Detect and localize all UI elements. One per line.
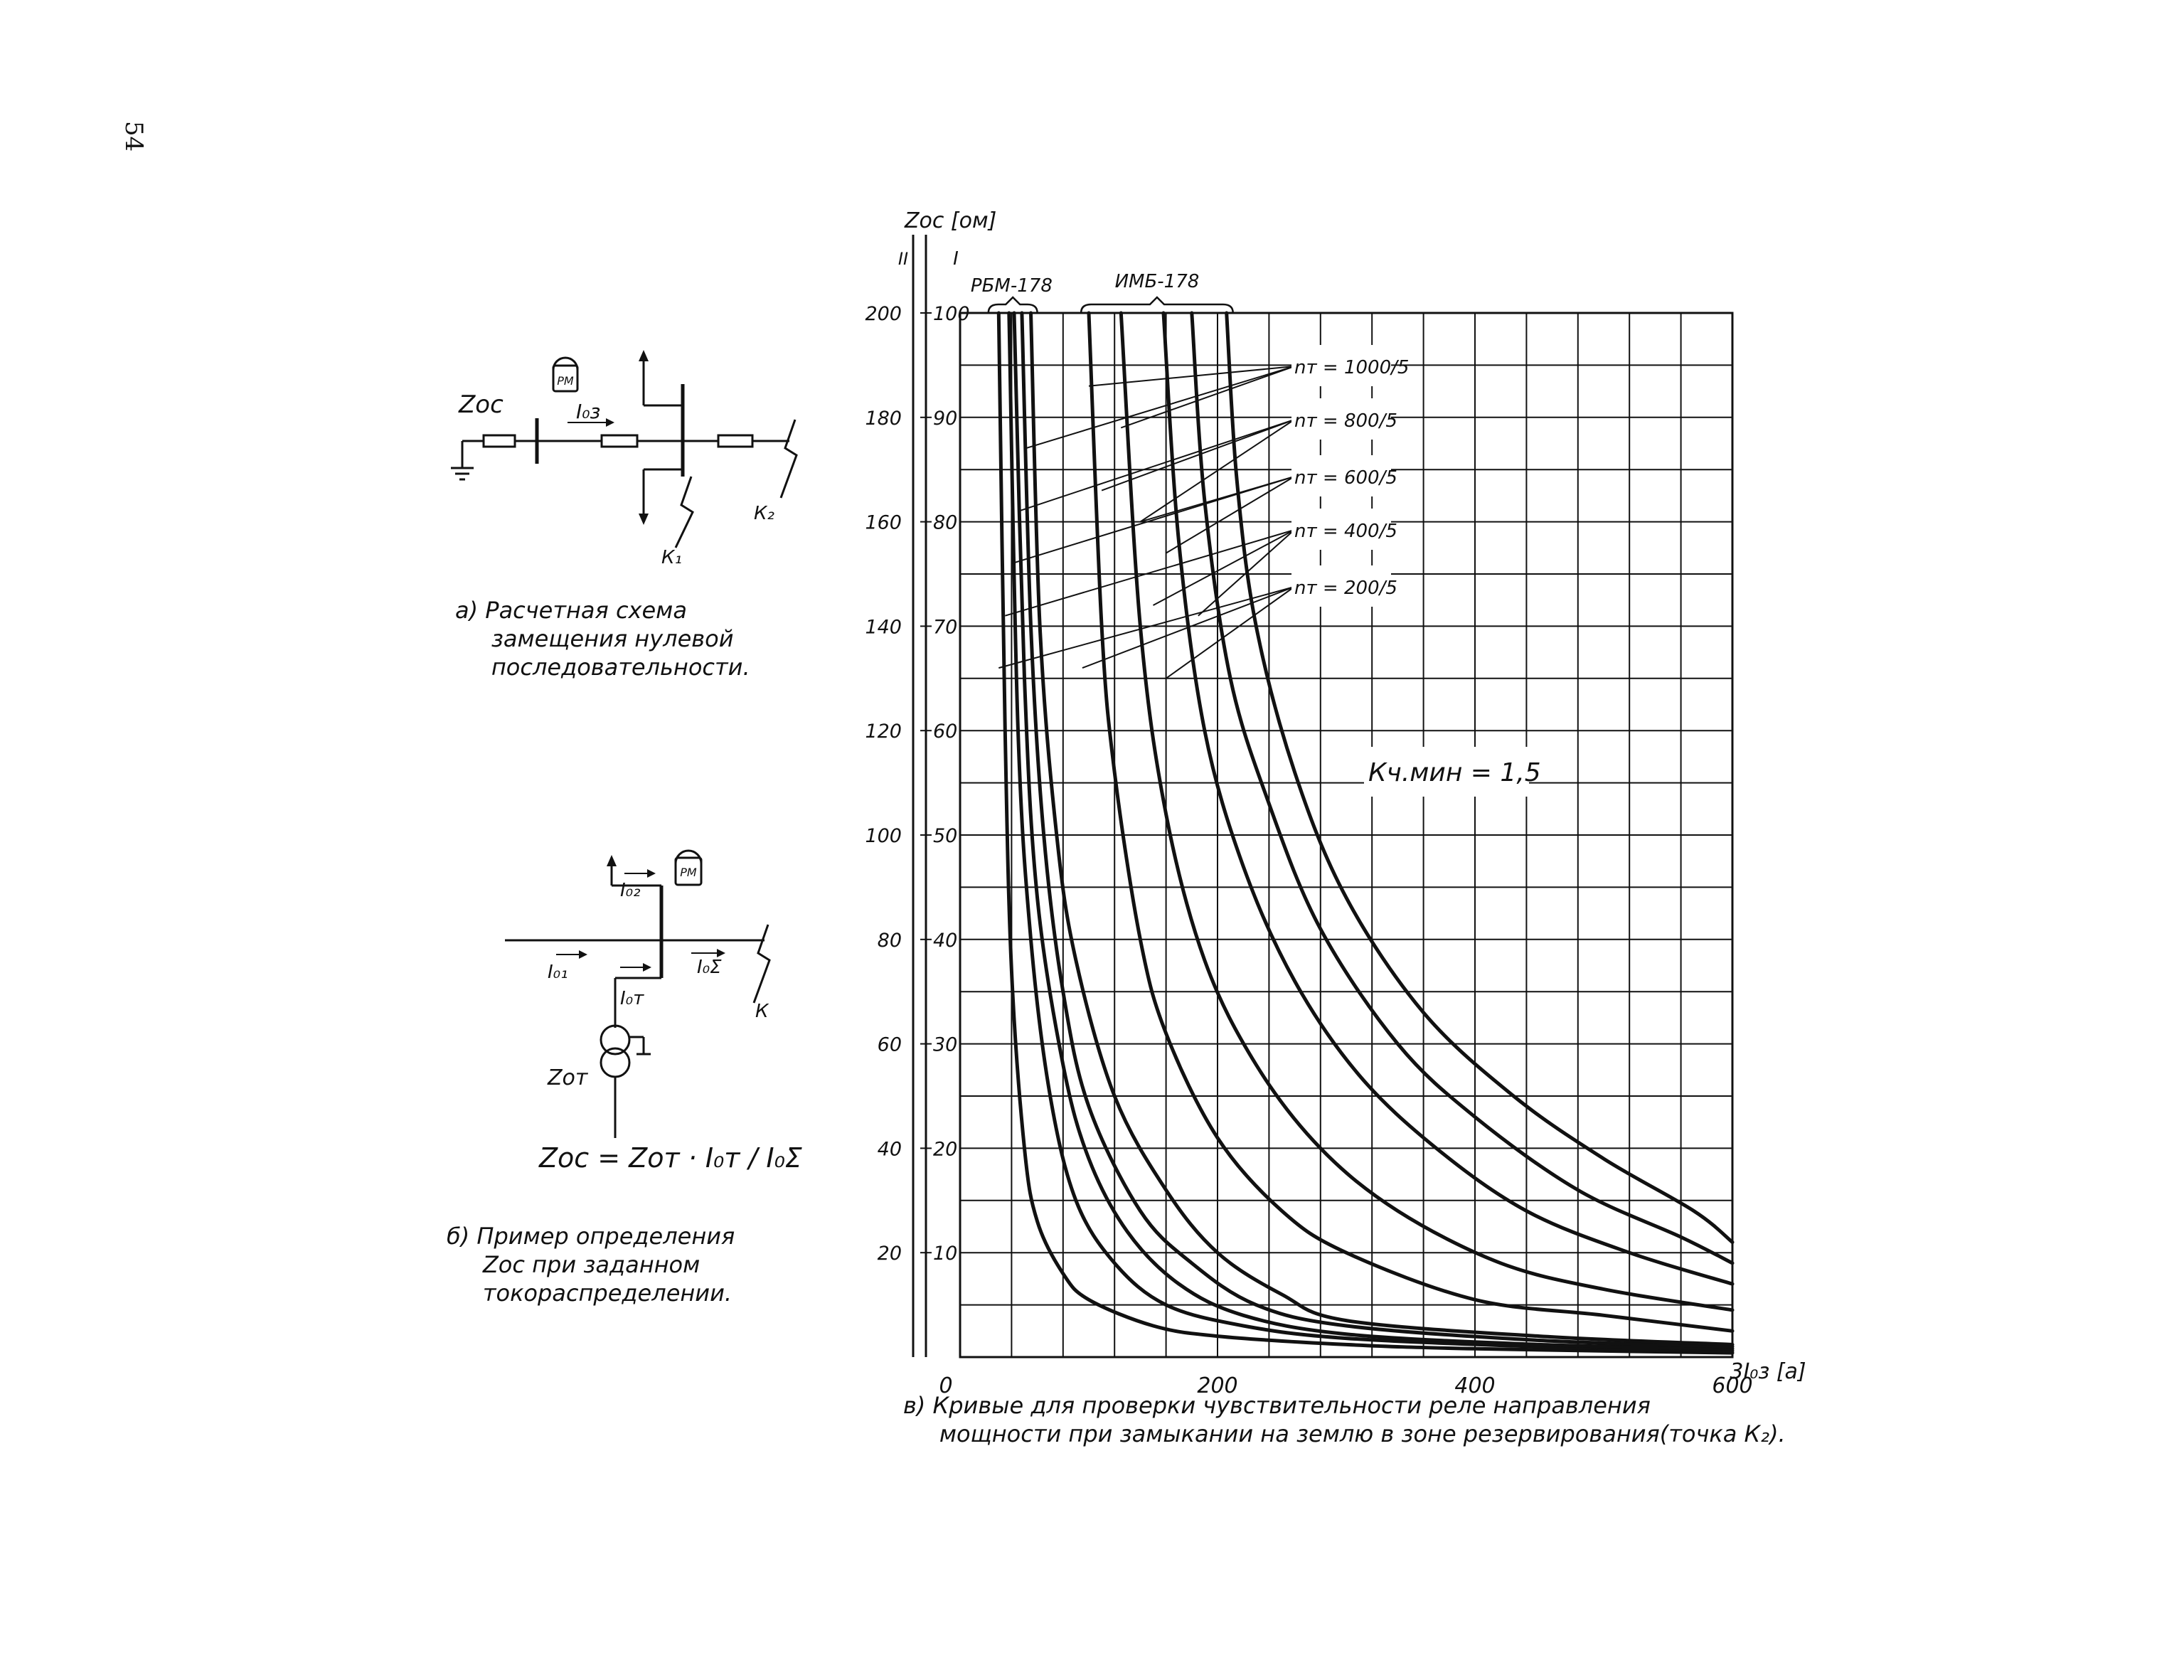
current-i03-label: I₀з — [576, 400, 600, 423]
series-line — [1190, 311, 1735, 1265]
nt-label: nт = 200/5 — [1294, 578, 1397, 599]
nt-leader-line — [1139, 419, 1295, 523]
fault-k1-label: К₁ — [661, 547, 682, 568]
nt-label: nт = 400/5 — [1294, 521, 1397, 542]
nt-leader-line — [1082, 586, 1295, 669]
nt-leader-line — [1024, 366, 1295, 450]
current-i02-label: I₀₂ — [620, 880, 641, 901]
nt-label-bg — [1291, 565, 1391, 607]
y-tick-label-scale-I: 50 — [933, 825, 957, 847]
chart-grid — [959, 312, 1734, 1359]
x-tick-label: 600 — [1712, 1373, 1752, 1398]
series-line — [1161, 311, 1735, 1286]
nt-leader-line — [1198, 529, 1295, 617]
plot-frame — [959, 312, 1734, 1359]
x-axis-title: 3I₀з [а] — [1730, 1359, 1806, 1384]
z-oc-label: Zос — [458, 390, 504, 419]
y-tick-label-scale-II: 160 — [865, 512, 902, 534]
series-line — [1020, 311, 1735, 1349]
y-tick-label-scale-II: 20 — [878, 1243, 902, 1265]
chart-annotations: РБМ-178 ИМБ-178 nт = 1000/5 nт = 800/5 nт = … — [971, 271, 1541, 797]
group-label-imb: ИМБ-178 — [1115, 271, 1200, 292]
y-tick-label-scale-II: 60 — [878, 1034, 902, 1056]
series-line — [996, 311, 1735, 1355]
y-tick-label-scale-II: 180 — [865, 408, 902, 430]
fault-k2-symbol — [779, 419, 798, 499]
fault-k1-symbol — [674, 476, 694, 548]
group-label-rbm: РБМ-178 — [971, 275, 1053, 297]
series-line — [1225, 311, 1735, 1244]
relay-rm-box — [674, 856, 703, 886]
x-tick-label: 400 — [1454, 1373, 1495, 1398]
scale-II-label: II — [898, 249, 908, 269]
series-line — [1007, 311, 1735, 1353]
nt-leader-line — [1018, 419, 1295, 512]
group-brace-rbm — [987, 296, 1038, 314]
y-axis-title: Zос [ом] — [904, 208, 996, 233]
nt-label-bg — [1291, 345, 1391, 386]
y-tick-label-scale-I: 40 — [933, 930, 957, 952]
nt-leader-line — [1166, 476, 1295, 554]
z-oc-formula: Zос = Zот · I₀т / I₀Σ — [539, 1142, 802, 1174]
nt-label-bg — [1291, 398, 1391, 440]
y-tick-label-scale-II: 100 — [865, 825, 902, 847]
y-tick-label-scale-I: 80 — [933, 512, 957, 534]
relay-rm-label: РМ — [557, 374, 574, 388]
series-line — [1119, 311, 1735, 1312]
y-tick-label-scale-I: 30 — [933, 1034, 957, 1056]
k-min-bg — [1364, 747, 1529, 797]
k-min-label: Кч.мин = 1,5 — [1368, 758, 1541, 787]
nt-label: nт = 600/5 — [1294, 467, 1397, 489]
nt-label-bg — [1291, 509, 1391, 550]
transformer-primary — [600, 1024, 631, 1056]
y-tick-label-scale-II: 40 — [878, 1138, 902, 1160]
series-line — [1012, 311, 1735, 1351]
nt-leader-line — [1140, 476, 1295, 523]
nt-leader-line — [1120, 366, 1295, 429]
current-i0s-label: I₀Σ — [697, 957, 722, 978]
scale-I-label: I — [953, 248, 959, 270]
nt-label: nт = 800/5 — [1294, 410, 1397, 432]
fault-k-symbol — [752, 924, 771, 1004]
schema-b-caption: б) Пример определения Zос при заданном т… — [447, 1223, 735, 1307]
schema-a-diagram: РМ Zос I₀з К₁ К₂ — [451, 350, 798, 568]
y-tick-label-scale-I: 100 — [933, 303, 970, 325]
nt-leader-line — [1153, 529, 1295, 606]
y-tick-label-scale-I: 70 — [933, 616, 957, 638]
nt-leader-line — [1101, 419, 1295, 491]
y-tick-label-scale-II: 200 — [865, 303, 902, 325]
chart-curves — [996, 311, 1735, 1355]
schema-b-diagram: РМ I₀₂ I₀₁ I₀Σ I₀т К Zот — [505, 849, 771, 1138]
fault-k2-label: К₂ — [754, 503, 774, 524]
series-line — [1029, 311, 1735, 1346]
group-brace-imb — [1080, 296, 1234, 314]
y-tick-label-scale-I: 60 — [933, 721, 957, 743]
y-tick-label-scale-I: 90 — [933, 408, 957, 430]
series-line — [1087, 311, 1735, 1333]
nt-leader-line — [998, 586, 1295, 669]
y-tick-label-scale-I: 20 — [933, 1138, 957, 1160]
nt-label-bg — [1291, 455, 1391, 496]
y-tick-label-scale-II: 120 — [865, 721, 902, 743]
nt-leader-line — [1088, 366, 1295, 387]
relay-rm-box — [552, 364, 579, 393]
schema-a-caption: а) Расчетная схема замещения нулевой пос… — [455, 597, 750, 681]
nt-leader-line — [1166, 586, 1295, 679]
x-tick-label: 0 — [939, 1373, 952, 1398]
relay-rm-label: РМ — [680, 866, 697, 879]
nt-leader-line — [1005, 529, 1295, 617]
current-i01-label: I₀₁ — [548, 962, 568, 983]
current-i0t-label: I₀т — [620, 988, 644, 1009]
z-ot-label: Zот — [547, 1065, 589, 1090]
nt-label: nт = 1000/5 — [1294, 357, 1409, 378]
chart-caption: в) Кривые для проверки чувствительности … — [903, 1392, 1786, 1447]
y-tick-label-scale-II: 80 — [878, 930, 902, 952]
fault-k-label: К — [755, 1001, 769, 1022]
x-tick-label: 200 — [1197, 1373, 1237, 1398]
y-tick-label-scale-I: 10 — [933, 1243, 957, 1265]
y-tick-label-scale-II: 140 — [865, 616, 902, 638]
